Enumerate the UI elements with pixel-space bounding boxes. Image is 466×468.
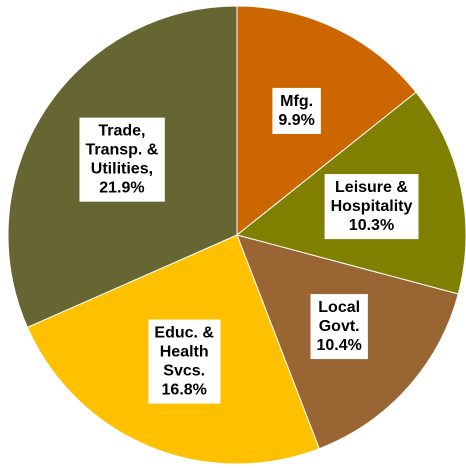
label-line: Mfg. <box>280 93 313 110</box>
label-line: Leisure & <box>335 179 408 196</box>
label-line: 10.3% <box>349 217 394 234</box>
data-label: Leisure & Hospitality 10.3% <box>324 174 419 240</box>
label-line: Hospitality <box>331 198 413 215</box>
label-line: Transp. & <box>85 142 158 159</box>
label-box <box>272 87 321 134</box>
pie-slice <box>236 5 417 237</box>
label-line: 9.9% <box>278 112 314 129</box>
label-line: 10.4% <box>317 337 362 354</box>
label-line: Utilities, <box>91 161 153 178</box>
label-line: Educ. & <box>154 325 214 342</box>
data-label: Local Govt. 10.4% <box>310 294 368 360</box>
label-line: 21.9% <box>99 180 144 197</box>
label-line: Trade, <box>98 123 145 140</box>
label-box <box>79 117 165 202</box>
data-label: Trade, Transp. & Utilities, 21.9% <box>79 117 165 202</box>
label-line: Svcs. <box>163 363 205 380</box>
label-box <box>310 294 368 360</box>
label-line: Govt. <box>319 318 360 335</box>
label-line: Health <box>160 344 209 361</box>
data-label: Educ. & Health Svcs. 16.8% <box>148 319 221 404</box>
data-label: Mfg. 9.9% <box>272 87 321 134</box>
label-box <box>324 174 419 240</box>
label-box <box>148 319 221 404</box>
label-line: Local <box>318 299 360 316</box>
label-line: 16.8% <box>162 382 207 399</box>
